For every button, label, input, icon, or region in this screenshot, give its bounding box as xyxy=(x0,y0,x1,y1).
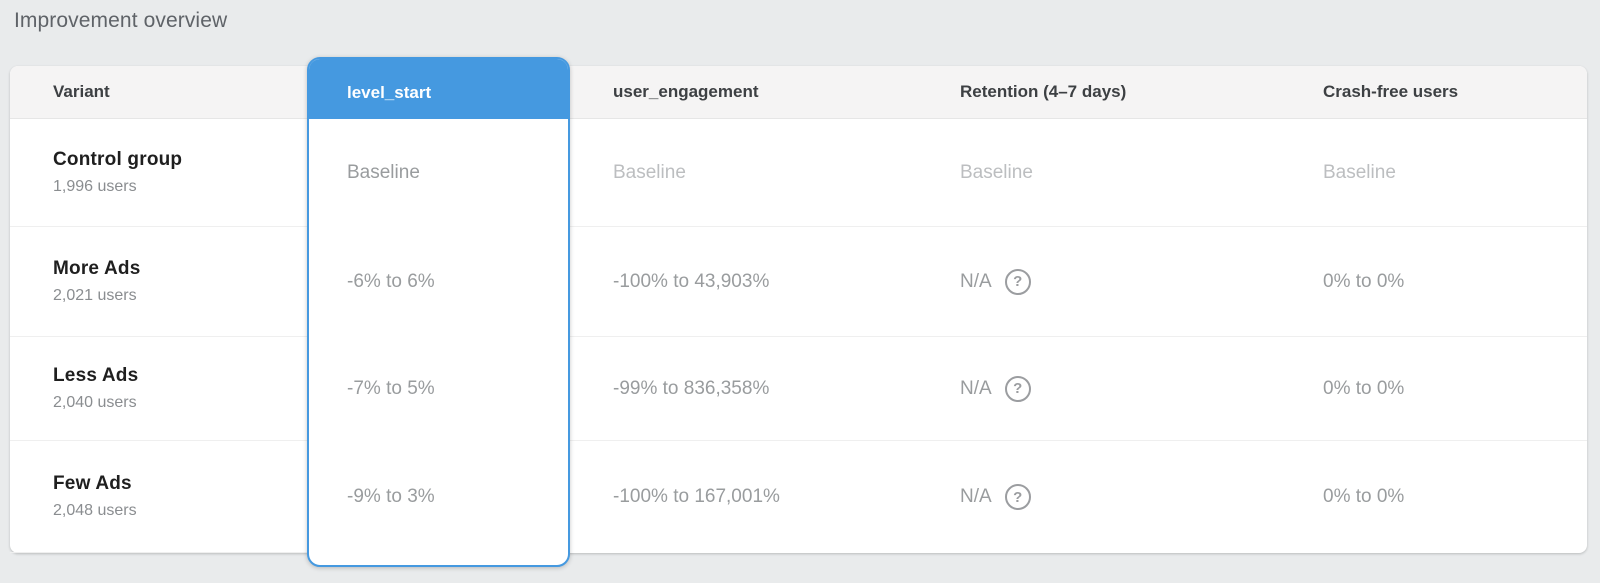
help-icon[interactable]: ? xyxy=(1004,484,1031,510)
variant-user-count: 2,048 users xyxy=(53,502,137,519)
crash-free-value: 0% to 0% xyxy=(1323,486,1405,507)
crash-free-value: 0% to 0% xyxy=(1280,227,1587,337)
column-header-retention[interactable]: Retention (4–7 days) xyxy=(917,66,1280,119)
level-start-value: -6% to 6% xyxy=(347,271,435,292)
variant-name: Control group xyxy=(53,149,183,170)
retention-value: N/A ? xyxy=(917,337,1280,441)
retention-value-text: N/A xyxy=(960,377,992,399)
table-row-variant: More Ads 2,021 users xyxy=(10,227,307,337)
level-start-value: -7% to 5% xyxy=(347,378,435,399)
user-engagement-value: -100% to 43,903% xyxy=(570,227,917,337)
column-header-variant: Variant xyxy=(10,66,307,119)
retention-value-text: N/A xyxy=(960,486,992,507)
user-engagement-value: Baseline xyxy=(570,119,917,227)
improvement-table: Variant user_engagement Retention (4–7 d… xyxy=(10,66,1587,553)
selected-metric-column: level_start Baseline -6% to 6% -7% to 5%… xyxy=(307,57,570,567)
help-icon[interactable]: ? xyxy=(1004,268,1031,295)
variant-user-count: 1,996 users xyxy=(53,178,137,195)
retention-value: N/A ? xyxy=(917,227,1280,337)
user-engagement-value: -99% to 836,358% xyxy=(570,337,917,441)
variant-name: More Ads xyxy=(53,258,141,279)
column-header-crash-free[interactable]: Crash-free users xyxy=(1280,66,1587,119)
table-row-variant: Less Ads 2,040 users xyxy=(10,337,307,441)
variant-user-count: 2,040 users xyxy=(53,394,137,411)
page-title: Improvement overview xyxy=(14,9,228,32)
level-start-value: Baseline xyxy=(347,162,420,183)
column-header-user-engagement[interactable]: user_engagement xyxy=(570,66,917,119)
table-row-variant: Control group 1,996 users xyxy=(10,119,307,227)
table-row-variant: Few Ads 2,048 users xyxy=(10,441,307,553)
crash-free-value: Baseline xyxy=(1280,119,1587,227)
variant-name: Few Ads xyxy=(53,473,132,494)
variant-name: Less Ads xyxy=(53,365,139,386)
retention-value-text: N/A xyxy=(960,270,992,292)
crash-free-value: 0% to 0% xyxy=(1280,337,1587,441)
variant-user-count: 2,021 users xyxy=(53,287,137,304)
user-engagement-value: -100% to 167,001% xyxy=(613,486,780,507)
help-icon[interactable]: ? xyxy=(1004,375,1031,402)
retention-value: N/A ? xyxy=(917,441,1280,553)
level-start-value: -9% to 3% xyxy=(347,486,435,507)
retention-value: Baseline xyxy=(917,119,1280,227)
column-header-level-start[interactable]: level_start xyxy=(309,59,568,119)
improvement-overview-card: Variant user_engagement Retention (4–7 d… xyxy=(10,57,1587,567)
